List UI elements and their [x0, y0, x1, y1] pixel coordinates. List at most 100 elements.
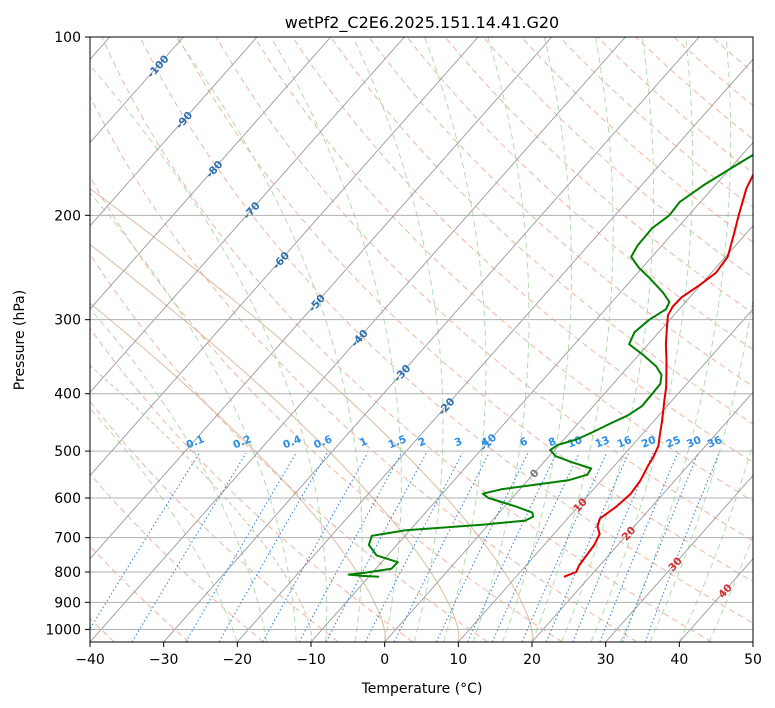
- mixing-ratio-label: 16: [616, 434, 634, 451]
- mixing-ratio-line: [521, 452, 608, 642]
- dry-adiabat-line: [406, 37, 753, 351]
- mixing-ratio-line: [491, 452, 580, 642]
- dry-adiabat-line: [90, 253, 488, 642]
- y-tick-label: 500: [54, 444, 81, 460]
- mixing-ratio-label: 30: [685, 434, 703, 451]
- mixing-ratio-label: 8: [547, 435, 558, 449]
- dry-adiabat-line: [101, 37, 712, 642]
- isotherm-line: [90, 37, 184, 144]
- dry-adiabat-line: [139, 37, 753, 624]
- dry-adiabat-line: [635, 37, 753, 140]
- y-tick-label: 1000: [45, 622, 81, 638]
- mixing-ratio-line: [467, 452, 558, 642]
- isotherm-line: [457, 308, 753, 642]
- mixing-ratio-line: [262, 452, 369, 642]
- mixing-ratio-line: [131, 452, 247, 642]
- x-tick-label: 40: [670, 652, 688, 668]
- mixing-ratio-label: 13: [593, 434, 611, 451]
- moist-adiabat-line: [270, 37, 402, 642]
- plot-frame: [89, 36, 754, 643]
- dry-adiabat-line: [215, 37, 753, 542]
- dry-adiabat-line: [521, 37, 753, 243]
- mixing-ratio-line: [644, 452, 720, 642]
- mixing-ratio-label: 25: [664, 434, 682, 451]
- isotherm-line: [236, 58, 753, 642]
- mixing-ratio-label: 2: [417, 435, 428, 449]
- mixing-ratio-line: [364, 452, 463, 642]
- moist-adiabat-line: [561, 37, 655, 642]
- y-axis: 100 200 300 400 500 600 700 800 900 1000: [45, 30, 90, 638]
- mixing-ratio-line: [218, 452, 328, 642]
- moist-adiabat-line: [531, 37, 614, 642]
- dry-adiabat-line: [254, 37, 753, 502]
- mixing-ratio-label: 4: [479, 435, 490, 449]
- y-tick-label: 200: [54, 208, 81, 224]
- dry-adiabat-line: [597, 37, 753, 174]
- moist-adiabat-line: [175, 37, 363, 642]
- isotherm-line: [605, 474, 753, 642]
- y-tick-label: 300: [54, 313, 81, 329]
- x-tick-label: 30: [597, 652, 615, 668]
- mixing-ratio-label: 6: [518, 435, 529, 449]
- mixing-ratio-line: [90, 452, 200, 630]
- dry-adiabat-line: [90, 175, 563, 642]
- y-tick-label: 100: [54, 30, 81, 46]
- dry-adiabat-line: [90, 473, 264, 642]
- theta-e-line: [90, 243, 460, 642]
- dewpoint-line: [347, 153, 753, 578]
- moist-adiabat-line: [352, 37, 444, 642]
- plot-series: [347, 153, 753, 578]
- isotherm-line: [90, 37, 479, 477]
- isotherm-line: [90, 37, 405, 393]
- isotherm-line: [90, 37, 332, 310]
- dry-adiabat-line: [330, 37, 753, 425]
- x-tick-label: −10: [296, 652, 326, 668]
- moist-adiabat-line: [472, 37, 530, 642]
- x-tick-label: −20: [223, 652, 253, 668]
- moist-adiabat-line: [90, 407, 238, 642]
- x-tick-label: 20: [523, 652, 541, 668]
- y-axis-title: Pressure (hPa): [12, 290, 28, 390]
- x-axis: −40 −30 −20 −10 0 10 20 30 40 50: [75, 642, 762, 668]
- mixing-ratio-label: 20: [640, 434, 658, 451]
- isotherm-line: [90, 37, 553, 560]
- mixing-ratio-line: [621, 452, 699, 642]
- x-tick-label: −30: [149, 652, 179, 668]
- moist-adiabat-line: [90, 192, 297, 642]
- moist-adiabat-line: [424, 37, 487, 642]
- mixing-ratio-line: [393, 452, 490, 642]
- mixing-ratio-line: [185, 452, 297, 642]
- mixing-ratio-label: 1: [358, 435, 369, 449]
- x-tick-label: 10: [449, 652, 467, 668]
- moist-adiabat-line: [590, 37, 694, 642]
- y-tick-label: 700: [54, 531, 81, 547]
- y-tick-label: 400: [54, 387, 81, 403]
- mixing-ratio-line: [435, 452, 529, 642]
- isotherm-line: [531, 391, 753, 642]
- theta-e-line: [90, 302, 386, 642]
- moist-adiabat-line: [502, 37, 572, 642]
- chart-title: wetPf2_C2E6.2025.151.14.41.G20: [285, 13, 559, 33]
- isotherm-line: [310, 141, 753, 642]
- x-tick-label: 0: [380, 652, 389, 668]
- y-tick-label: 800: [54, 565, 81, 581]
- dry-adiabat-line: [90, 327, 414, 642]
- x-tick-label: −40: [75, 652, 105, 668]
- isotherm-line: [90, 37, 626, 642]
- y-tick-label: 900: [54, 595, 81, 611]
- temperature-line: [563, 172, 753, 578]
- moist-adiabat-line: [90, 64, 328, 642]
- isotherm-line: [384, 225, 753, 642]
- y-tick-label: 600: [54, 491, 81, 507]
- x-tick-label: 50: [744, 652, 762, 668]
- plot-background-lines: [90, 37, 753, 642]
- theta-e-line: [90, 364, 313, 642]
- dry-adiabat-line: [177, 37, 753, 583]
- mixing-ratio-label: 3: [453, 435, 464, 449]
- moist-adiabat-line: [90, 308, 268, 642]
- theta-e-line: [90, 187, 534, 642]
- isotherm-line: [163, 37, 700, 642]
- x-axis-title: Temperature (°C): [361, 681, 483, 697]
- dry-adiabat-line: [444, 37, 753, 314]
